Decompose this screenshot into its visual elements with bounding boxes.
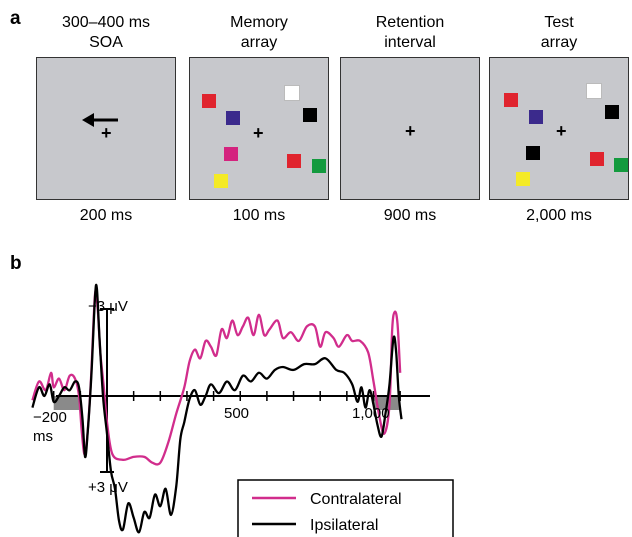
- test-array-frame: +: [489, 57, 629, 200]
- panel-b-label: b: [10, 253, 22, 274]
- x-start-unit-label: ms: [33, 428, 53, 445]
- fixation-cross-icon: +: [556, 121, 567, 141]
- frame-3-header-line-1: Retention: [375, 14, 445, 31]
- fixation-cross-icon: +: [253, 123, 264, 143]
- analysis-window-shade: [53, 396, 81, 410]
- frame-3-header: Retention interval: [340, 13, 480, 53]
- ipsilateral-waveform: [31, 283, 403, 534]
- y-top-label: −3 μV: [88, 298, 128, 315]
- memory-square: [287, 154, 301, 168]
- retention-frame: +: [340, 57, 480, 200]
- test-square: [516, 172, 530, 186]
- memory-square: [303, 108, 317, 122]
- memory-square: [284, 85, 300, 101]
- x-end-label: 1,000: [352, 405, 390, 422]
- test-square: [526, 146, 540, 160]
- frame-2-header: Memory array: [189, 13, 329, 53]
- frame-2-header-line-2: array: [240, 34, 278, 51]
- fixation-cross-icon: +: [101, 123, 112, 143]
- frame-4-header: Test array: [489, 13, 629, 53]
- frame-3-duration: 900 ms: [383, 207, 437, 224]
- frame-2-duration: 100 ms: [232, 207, 286, 224]
- cue-frame: +: [36, 57, 176, 200]
- memory-square: [312, 159, 326, 173]
- memory-array-frame: +: [189, 57, 329, 200]
- left-arrow-icon: [82, 113, 118, 127]
- frame-4-header-line-2: array: [540, 34, 578, 51]
- frame-4-duration: 2,000 ms: [526, 207, 592, 224]
- erp-waveform-chart: −3 μV +3 μV −200 ms 500 1,000 Contralate…: [31, 283, 454, 537]
- frame-2-header-line-1: Memory: [230, 14, 288, 31]
- frame-1-header-line-2: SOA: [89, 34, 123, 51]
- frame-3-header-line-2: interval: [384, 34, 436, 51]
- legend-contralateral-label: Contralateral: [310, 491, 402, 508]
- frame-4-header-line-1: Test: [544, 14, 574, 31]
- frame-1-header-line-1: 300–400 ms: [61, 14, 151, 31]
- x-start-label: −200: [33, 409, 67, 426]
- test-square: [586, 83, 602, 99]
- memory-square: [224, 147, 238, 161]
- fixation-cross-icon: +: [405, 121, 416, 141]
- test-square: [605, 105, 619, 119]
- panel-a-label: a: [10, 8, 21, 29]
- frame-1-duration: 200 ms: [79, 207, 133, 224]
- y-bottom-label: +3 μV: [88, 479, 128, 496]
- test-square: [529, 110, 543, 124]
- memory-square: [202, 94, 216, 108]
- x-mid-label: 500: [224, 405, 249, 422]
- frame-1-header: 300–400 ms SOA: [36, 13, 176, 53]
- legend: Contralateral Ipsilateral: [237, 479, 454, 537]
- test-square: [590, 152, 604, 166]
- memory-square: [214, 174, 228, 188]
- legend-ipsilateral-label: Ipsilateral: [310, 517, 378, 534]
- test-square: [504, 93, 518, 107]
- memory-square: [226, 111, 240, 125]
- test-square: [614, 158, 628, 172]
